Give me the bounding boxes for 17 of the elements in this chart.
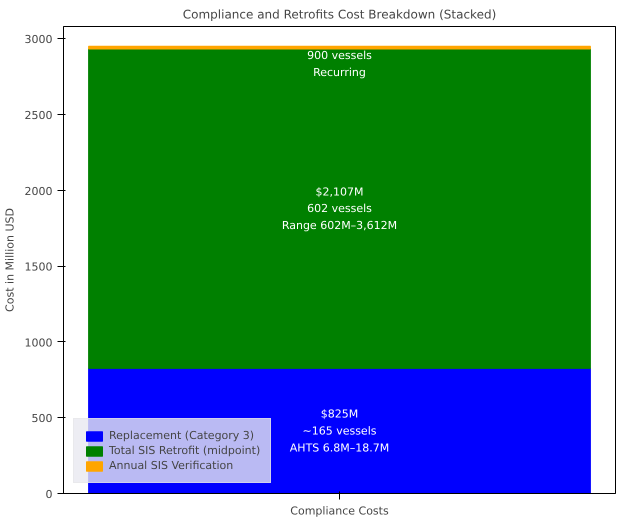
y-tick-label: 500 [32, 412, 53, 426]
annotation: 900 vessels Recurring [307, 48, 372, 79]
legend-label: Annual SIS Verification [109, 459, 234, 472]
x-axis-title: Compliance Costs [290, 504, 389, 518]
chart-title: Compliance and Retrofits Cost Breakdown (Stacked) [182, 8, 496, 22]
legend-label: Total SIS Retrofit (midpoint) [109, 444, 260, 457]
annotation: $2,107M 602 vessels Range 602M–3,612M [282, 185, 398, 232]
bar [88, 46, 591, 50]
y-tick-label: 0 [46, 488, 52, 501]
y-axis-title: Cost in Million USD [4, 208, 17, 312]
y-tick-label: 3000 [24, 33, 53, 46]
legend-label: Replacement (Category 3) [109, 429, 254, 442]
y-tick-label: 2500 [24, 108, 53, 122]
annotation: $825M ~165 vessels AHTS 6.8M–18.7M [290, 408, 390, 454]
y-tick-label: 1500 [24, 260, 53, 274]
y-tick-label: 1000 [24, 336, 53, 350]
y-tick-label: 2000 [24, 184, 53, 198]
